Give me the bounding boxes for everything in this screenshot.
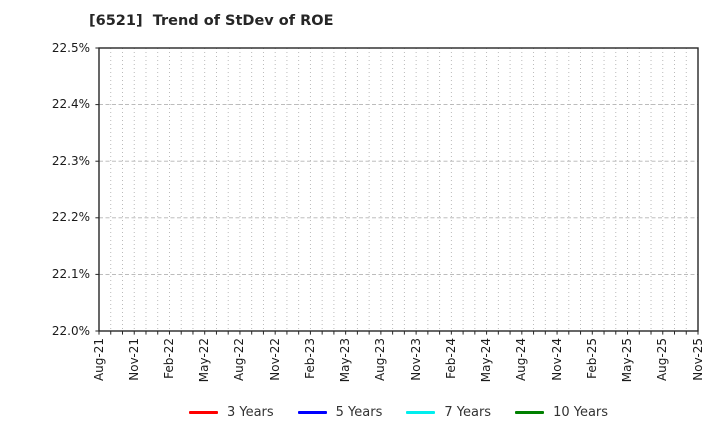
x-tick-label: Aug-24 [514,338,529,382]
legend: 3 Years 5 Years 7 Years 10 Years [99,403,698,421]
legend-item: 3 Years [188,404,274,420]
y-tick-label: 22.4% [51,97,90,112]
y-tick-label: 22.0% [51,323,90,338]
x-tick-label: Aug-21 [91,338,106,382]
x-tick-label: Nov-25 [690,338,705,381]
x-tick-label: May-25 [620,338,635,383]
legend-item: 10 Years [515,405,608,420]
legend-label: 7 Years [444,404,492,420]
x-tick-label: Aug-22 [232,338,247,382]
y-tick-label: 22.5% [51,40,90,55]
legend-label: 3 Years [226,404,274,420]
x-tick-label: May-22 [197,338,212,383]
plot-border [98,47,699,332]
legend-line-swatch [515,410,545,414]
legend-line-swatch [188,410,218,414]
x-tick-label: Feb-24 [443,338,458,379]
x-tick-label: Nov-22 [267,338,282,381]
x-tick-label: Aug-25 [655,338,670,382]
x-tick-label: Feb-25 [584,338,599,379]
y-tick-label: 22.1% [51,266,90,281]
x-tick-label: Feb-23 [302,338,317,379]
legend-item: 7 Years [406,405,491,420]
legend-label: 10 Years [553,404,609,420]
x-tick-label: Nov-23 [408,338,423,381]
legend-line-swatch [297,410,327,414]
x-tick-label: Feb-22 [161,338,176,379]
y-tick-label: 22.2% [51,210,90,225]
x-tick-label: Nov-21 [126,338,141,381]
legend-label: 5 Years [335,404,383,420]
x-tick-label: May-24 [479,338,494,383]
chart-title: [6521] Trend of StDev of ROE [89,13,334,29]
x-tick-label: May-23 [338,338,353,383]
legend-item: 5 Years [297,404,383,420]
legend-line-swatch [406,410,436,414]
x-tick-label: Aug-23 [373,338,388,382]
x-tick-label: Nov-24 [549,338,564,381]
y-tick-label: 22.3% [51,153,90,168]
